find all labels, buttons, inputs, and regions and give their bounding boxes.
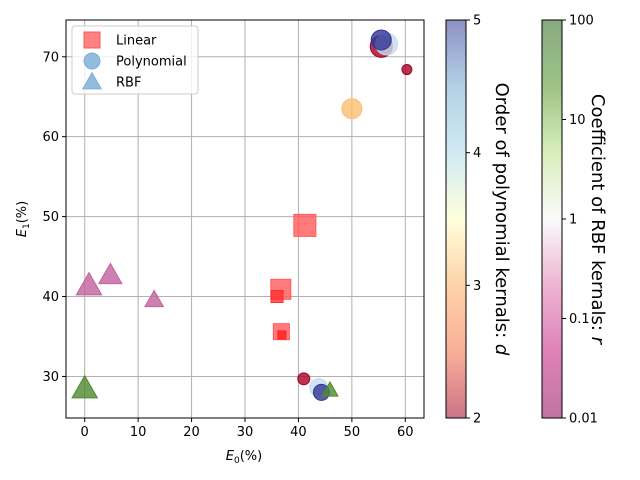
triangle-point bbox=[71, 374, 99, 399]
square-point bbox=[277, 330, 287, 340]
colorbar-tick-label: 4 bbox=[473, 146, 481, 161]
colorbar-tick-label: 0.1 bbox=[569, 312, 590, 327]
data-points bbox=[71, 29, 413, 401]
y-tick-label: 30 bbox=[42, 370, 59, 385]
x-axis-ticks: 0 10 20 30 40 50 60 bbox=[81, 418, 414, 440]
x-tick-label: 40 bbox=[290, 425, 307, 440]
legend-marker-circle bbox=[83, 52, 101, 70]
legend: Linear Polynomial RBF bbox=[71, 25, 199, 95]
colorbar-tick-label: 5 bbox=[473, 14, 481, 29]
x-tick-label: 60 bbox=[397, 425, 414, 440]
x-tick-label: 50 bbox=[344, 425, 361, 440]
triangle-point bbox=[144, 289, 165, 308]
x-tick-label: 30 bbox=[237, 425, 254, 440]
colorbar-rbf-coefficient: 0.01 0.1 1 10 100 Coefficient of RBF kernals… bbox=[541, 14, 608, 427]
colorbar-polynomial-gradient bbox=[445, 19, 467, 419]
colorbar-polynomial-title: Order of polynomial kernals: d bbox=[491, 83, 512, 356]
legend-label: RBF bbox=[116, 76, 141, 91]
colorbar-tick-label: 10 bbox=[569, 113, 586, 128]
legend-frame bbox=[71, 25, 199, 95]
y-tick-label: 70 bbox=[42, 50, 59, 65]
colorbar-polynomial-order: 2 3 4 5 Order of polynomial kernals: d bbox=[445, 14, 512, 427]
legend-label: Polynomial bbox=[116, 55, 187, 70]
circle-point bbox=[341, 98, 363, 120]
colorbar-rbf-gradient bbox=[541, 19, 563, 419]
colorbar-rbf-title: Coefficient of RBF kernals: r bbox=[587, 94, 608, 346]
legend-marker-square bbox=[83, 31, 101, 49]
colorbar-rbf-ticks: 0.01 0.1 1 10 100 bbox=[562, 14, 598, 427]
colorbar-polynomial-ticks: 2 3 4 5 bbox=[466, 14, 481, 427]
triangle-point bbox=[97, 262, 123, 285]
y-axis-label: E1(%) bbox=[15, 201, 32, 237]
y-tick-label: 50 bbox=[42, 210, 59, 225]
y-tick-label: 60 bbox=[42, 130, 59, 145]
x-tick-label: 10 bbox=[130, 425, 147, 440]
legend-label: Linear bbox=[116, 34, 157, 49]
colorbar-tick-label: 100 bbox=[569, 14, 594, 29]
x-tick-label: 20 bbox=[183, 425, 200, 440]
x-tick-label: 0 bbox=[81, 425, 89, 440]
legend-marker-triangle bbox=[81, 71, 103, 90]
circle-point bbox=[401, 64, 413, 76]
triangle-point bbox=[321, 380, 339, 397]
x-axis-label: E0(%) bbox=[226, 449, 262, 466]
circle-point bbox=[297, 372, 311, 386]
colorbar-tick-label: 2 bbox=[473, 412, 481, 427]
circle-point bbox=[370, 29, 392, 51]
colorbar-tick-label: 1 bbox=[569, 213, 577, 228]
square-point bbox=[270, 290, 284, 304]
colorbar-tick-label: 0.01 bbox=[569, 412, 598, 427]
y-axis-ticks: 30 40 50 60 70 bbox=[42, 50, 66, 385]
square-point bbox=[293, 213, 317, 237]
triangle-point bbox=[75, 271, 103, 296]
y-tick-label: 40 bbox=[42, 290, 59, 305]
colorbar-tick-label: 3 bbox=[473, 279, 481, 294]
